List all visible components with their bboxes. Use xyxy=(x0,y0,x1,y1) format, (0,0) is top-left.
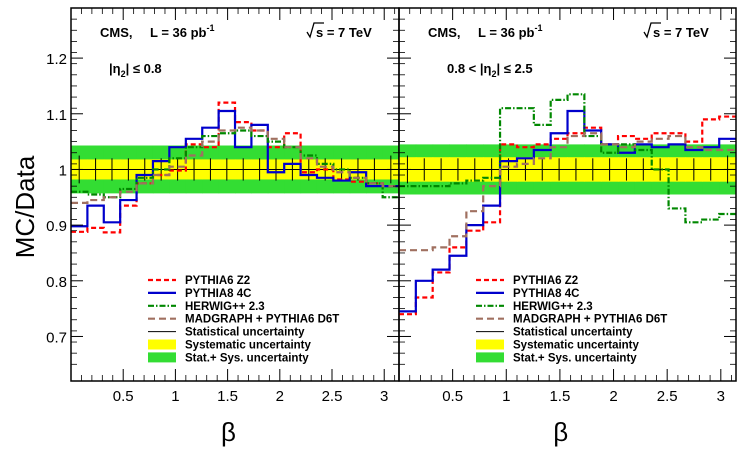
series-pythia6-line xyxy=(399,115,736,316)
panel-2: 0.5 1 1.5 2 2.5 3 β CMS, L = 36 pb-1 s = 7 TeV 0.8… xyxy=(398,7,737,447)
lumi-exponent: -1 xyxy=(206,23,214,33)
sqrt-s-label: s = 7 TeV xyxy=(316,25,372,40)
legend-label-madgraph: MADGRAPH + PYTHIA6 D6T xyxy=(513,314,667,326)
lumi-exponent: -1 xyxy=(534,23,542,33)
x-tick-label: 2.5 xyxy=(657,388,678,405)
series-pythia6-line xyxy=(71,101,399,234)
legend-label-herwig: HERWIG++ 2.3 xyxy=(513,301,593,313)
legend-label-madgraph: MADGRAPH + PYTHIA6 D6T xyxy=(185,314,339,326)
y-tick-label: 1 xyxy=(59,162,67,179)
y-axis-label: MC/Data xyxy=(10,155,40,258)
legend-swatch-total xyxy=(476,352,504,363)
x-tick-label: 1 xyxy=(502,388,510,405)
legend-swatch-syst xyxy=(476,339,504,350)
y-tick-label: 1.2 xyxy=(46,51,67,68)
x-axis-label: β xyxy=(221,417,236,447)
legend-label-pythia8: PYTHIA8 4C xyxy=(185,288,251,300)
plot-area-1 xyxy=(71,101,399,234)
x-tick-label: 3 xyxy=(717,388,725,405)
eta-range-rest: | ≤ 0.8 xyxy=(126,61,162,76)
eta-subscript: 2 xyxy=(121,69,126,79)
series-pythia8-line xyxy=(399,109,736,313)
series-herwig-line xyxy=(71,129,399,199)
legend-label-herwig: HERWIG++ 2.3 xyxy=(185,301,265,313)
x-tick-label: 2 xyxy=(609,388,617,405)
legend-swatch-syst xyxy=(148,339,176,350)
legend-label-total: Stat.+ Sys. uncertainty xyxy=(513,352,637,364)
y-tick-label: 0.9 xyxy=(46,218,67,235)
plot-frame xyxy=(398,7,737,382)
legend-label-stat: Statistical uncertainty xyxy=(513,327,633,339)
eta-subscript: 2 xyxy=(491,69,496,79)
x-tick-label: 1.5 xyxy=(217,388,238,405)
sqrt-icon xyxy=(306,22,324,39)
lumi-label: L = 36 pb-1 xyxy=(478,23,543,40)
legend-swatch-total xyxy=(148,352,176,363)
legend-label-total: Stat.+ Sys. uncertainty xyxy=(185,352,309,364)
x-tick-label: 1 xyxy=(171,388,179,405)
y-tick-label: 0.7 xyxy=(46,329,67,346)
legend-label-stat: Statistical uncertainty xyxy=(185,327,305,339)
x-tick-label: 1.5 xyxy=(549,388,570,405)
x-axis-label: β xyxy=(553,417,568,447)
series-herwig-line xyxy=(399,93,736,224)
legend-label-syst: Systematic uncertainty xyxy=(513,340,640,352)
y-tick-label: 1.1 xyxy=(46,107,67,124)
series-pythia8-line xyxy=(71,109,399,228)
plot-area-2 xyxy=(399,93,736,316)
eta-range-rest: | ≤ 2.5 xyxy=(496,61,532,76)
series-madgraph-line xyxy=(71,126,399,204)
x-tick-label: 3 xyxy=(380,388,388,405)
x-tick-label: 0.5 xyxy=(442,388,463,405)
legend-label-pythia8: PYTHIA8 4C xyxy=(513,288,579,300)
series-madgraph-line xyxy=(399,132,736,252)
x-tick-label: 0.5 xyxy=(113,388,134,405)
cms-label: CMS, xyxy=(428,25,461,40)
sqrt-s-label: s = 7 TeV xyxy=(653,25,709,40)
sqrt-icon xyxy=(643,22,661,39)
y-tick-label: 0.8 xyxy=(46,274,67,291)
x-tick-label: 2 xyxy=(276,388,284,405)
eta-range-label: 0.8 < |η2| ≤ 2.5 xyxy=(447,61,533,79)
x-tick-label: 2.5 xyxy=(322,388,343,405)
cms-label: CMS, xyxy=(100,25,133,40)
lumi-label: L = 36 pb-1 xyxy=(150,23,215,40)
legend-label-pythia6: PYTHIA6 Z2 xyxy=(185,275,250,287)
legend-label-pythia6: PYTHIA6 Z2 xyxy=(513,275,578,287)
legend-label-syst: Systematic uncertainty xyxy=(185,340,312,352)
